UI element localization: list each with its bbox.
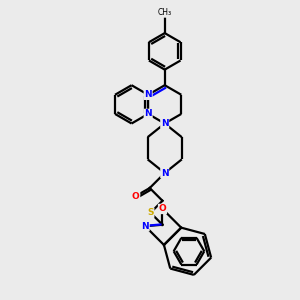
- Text: N: N: [144, 110, 152, 118]
- Text: O: O: [132, 192, 140, 201]
- Text: N: N: [141, 222, 149, 231]
- Text: N: N: [161, 119, 169, 128]
- Text: O: O: [159, 204, 166, 213]
- Text: CH₃: CH₃: [158, 8, 172, 17]
- Text: N: N: [161, 169, 169, 178]
- Text: N: N: [144, 90, 152, 99]
- Text: S: S: [147, 208, 154, 217]
